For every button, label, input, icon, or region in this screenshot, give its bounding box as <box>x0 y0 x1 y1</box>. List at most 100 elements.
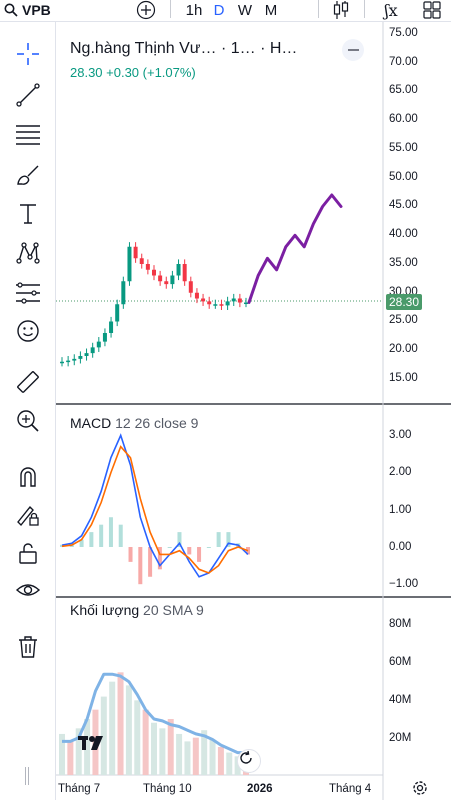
macd-bar <box>148 547 153 577</box>
volume-legend[interactable]: Khối lượng 20 SMA 9 <box>70 602 204 618</box>
chart-area[interactable]: Ng.hàng Thịnh Vư… · 1… · H… 28.30 +0.30 … <box>56 22 451 800</box>
candles-icon <box>332 0 350 20</box>
lock-icon <box>15 540 41 566</box>
text-tool[interactable] <box>10 199 46 229</box>
price-tick: 40.00 <box>389 228 418 240</box>
interval-m[interactable]: M <box>264 1 278 19</box>
remove-drawings-tool[interactable] <box>10 632 46 662</box>
candle-body <box>60 361 64 364</box>
brush-tool[interactable] <box>10 160 46 190</box>
macd-bar <box>128 547 133 562</box>
macd-bar <box>187 547 192 555</box>
lock-tool[interactable] <box>10 538 46 568</box>
candle-body <box>244 302 248 305</box>
trend-line-tool[interactable] <box>10 80 46 110</box>
symbol-title[interactable]: Ng.hàng Thịnh Vư… · 1… · H… <box>70 40 298 57</box>
volume-name: Khối lượng <box>70 602 140 618</box>
price-tick: 60.00 <box>389 113 418 125</box>
candle-body <box>225 301 230 306</box>
interval-d[interactable]: D <box>213 1 225 19</box>
compare-button[interactable] <box>134 0 158 20</box>
volume-bar <box>142 709 149 775</box>
toolbar-resize-handle[interactable] <box>25 767 29 785</box>
candle-body <box>115 304 120 322</box>
forecast-drawing[interactable] <box>247 193 343 304</box>
macd-bar <box>79 539 84 547</box>
candle-body <box>72 358 77 361</box>
macd-tick: 3.00 <box>389 429 412 441</box>
reset-chart-button[interactable] <box>237 749 261 773</box>
candle-body <box>90 347 95 354</box>
fib-tool[interactable] <box>10 120 46 150</box>
lock-drawing-icon <box>15 502 41 528</box>
hide-drawings-tool[interactable] <box>10 576 46 606</box>
emoji-tool[interactable] <box>10 316 46 346</box>
templates-button[interactable] <box>421 0 443 20</box>
settings-button[interactable] <box>411 779 431 799</box>
price-tick: 55.00 <box>389 142 418 154</box>
candle-body <box>121 281 126 305</box>
ruler-tool[interactable] <box>10 367 46 397</box>
pattern-tool[interactable] <box>10 238 46 268</box>
candle-body <box>176 264 181 276</box>
magnet-tool[interactable] <box>10 462 46 492</box>
zoom-in-icon <box>15 408 41 434</box>
interval-w[interactable]: W <box>237 1 253 19</box>
lock-drawing-tool[interactable] <box>10 500 46 530</box>
price-change: 28.30 +0.30 (+1.07%) <box>70 65 196 80</box>
forecast-tool[interactable] <box>10 278 46 308</box>
minus-icon <box>347 49 359 51</box>
candle-body <box>78 356 83 359</box>
price-tick: 25.00 <box>389 314 418 326</box>
text-icon <box>16 201 40 227</box>
volume-tick: 40M <box>389 694 412 706</box>
magnet-icon <box>15 464 41 490</box>
macd-legend[interactable]: MACD 12 26 close 9 <box>70 415 198 431</box>
search-icon <box>4 3 18 17</box>
price-tick: 70.00 <box>389 56 418 68</box>
volume-bar <box>167 719 174 775</box>
volume-bar <box>100 696 107 775</box>
interval-1h[interactable]: 1h <box>185 1 203 19</box>
macd-bar <box>206 547 211 548</box>
volume-tick: 60M <box>389 656 412 668</box>
emoji-icon <box>15 318 41 344</box>
volume-tick: 80M <box>389 618 412 630</box>
crosshair-icon <box>15 41 41 67</box>
volume-bars <box>59 672 249 775</box>
volume-bar <box>192 737 199 775</box>
symbol-label: VPB <box>22 2 51 18</box>
price-tick: 20.00 <box>389 343 418 355</box>
macd-bar <box>246 547 250 555</box>
volume-bar <box>75 728 82 775</box>
collapse-legend-button[interactable] <box>342 39 364 61</box>
indicators-button[interactable]: ʃx <box>380 0 402 20</box>
macd-bar <box>177 532 182 547</box>
volume-tick: 20M <box>389 732 412 744</box>
candle-body <box>231 298 236 302</box>
ruler-icon <box>15 369 41 395</box>
chart-type-button[interactable] <box>330 0 352 20</box>
macd-bar <box>89 532 94 547</box>
price-tick: 75.00 <box>389 27 418 39</box>
volume-bar <box>117 672 124 775</box>
volume-bar <box>84 719 91 775</box>
price-tick: 50.00 <box>389 171 418 183</box>
templates-icon <box>423 1 441 19</box>
symbol-search[interactable]: VPB <box>4 0 74 20</box>
price-tick: 35.00 <box>389 257 418 269</box>
volume-params: 20 SMA 9 <box>143 602 204 618</box>
crosshair-tool[interactable] <box>10 39 46 69</box>
eye-icon <box>15 578 41 604</box>
candle-body <box>188 281 193 293</box>
volume-bar <box>125 685 132 775</box>
plus-icon <box>136 0 156 20</box>
candle-body <box>194 292 199 299</box>
chart-canvas[interactable] <box>56 22 451 800</box>
volume-bar <box>209 739 216 775</box>
pattern-icon <box>15 240 41 266</box>
zoom-tool[interactable] <box>10 406 46 436</box>
candle-body <box>109 321 114 333</box>
candle-body <box>133 246 138 259</box>
time-tick: Tháng 7 <box>58 783 101 795</box>
